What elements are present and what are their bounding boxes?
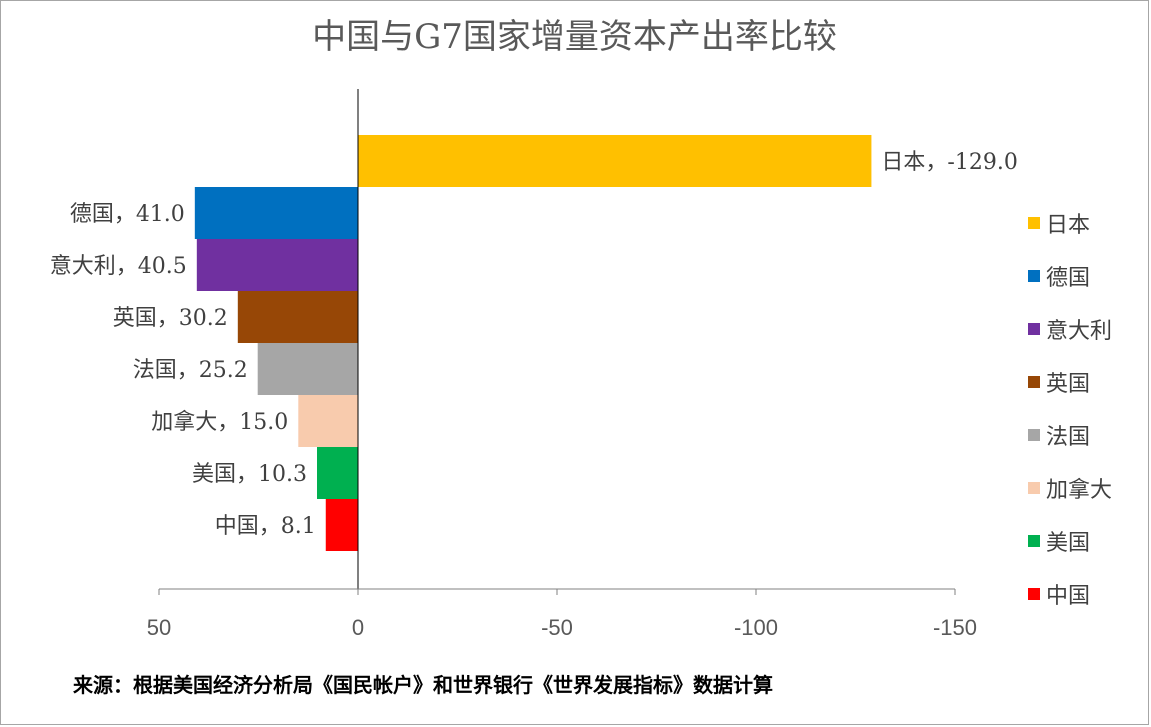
bar-6	[298, 395, 358, 447]
x-tick-label-1: 50	[147, 615, 171, 640]
legend-item-5: 法国	[1028, 408, 1112, 461]
data-label-2: 德国，41.0	[70, 202, 185, 227]
data-label-3: 意大利，40.5	[50, 254, 187, 279]
legend-label-6: 加拿大	[1046, 477, 1113, 503]
data-label-7: 美国，10.3	[192, 462, 307, 487]
x-tick-label-4: -100	[734, 615, 778, 640]
legend-label-1: 日本	[1046, 212, 1091, 238]
bar-2	[194, 187, 358, 239]
data-label-1: 日本，-129.0	[881, 150, 1017, 175]
legend: 日本德国意大利英国法国加拿大美国中国	[1028, 196, 1112, 620]
legend-label-8: 中国	[1046, 583, 1091, 609]
legend-swatch-3	[1028, 322, 1040, 335]
legend-swatch-1	[1028, 216, 1040, 229]
legend-label-3: 意大利	[1046, 318, 1113, 344]
bar-3	[196, 239, 358, 291]
legend-label-7: 美国	[1046, 530, 1091, 556]
bar-7	[317, 447, 358, 499]
x-tick-label-2: 0	[352, 615, 364, 640]
legend-swatch-4	[1028, 375, 1040, 388]
legend-item-3: 意大利	[1028, 302, 1112, 355]
legend-item-4: 英国	[1028, 355, 1112, 408]
data-label-4: 英国，30.2	[113, 306, 228, 331]
x-tick-label-5: -150	[933, 615, 977, 640]
bar-1	[358, 135, 872, 187]
legend-item-7: 美国	[1028, 514, 1112, 567]
bar-5	[257, 343, 358, 395]
data-label-6: 加拿大，15.0	[151, 409, 288, 435]
legend-swatch-8	[1028, 587, 1040, 600]
legend-swatch-7	[1028, 534, 1040, 547]
bar-4	[237, 291, 358, 343]
data-label-8: 中国，8.1	[215, 514, 316, 539]
legend-item-6: 加拿大	[1028, 461, 1112, 514]
legend-item-2: 德国	[1028, 249, 1112, 302]
legend-label-2: 德国	[1046, 265, 1091, 291]
legend-swatch-5	[1028, 428, 1040, 441]
x-tick-label-3: -50	[541, 615, 573, 640]
legend-item-8: 中国	[1028, 567, 1112, 620]
legend-swatch-6	[1028, 481, 1040, 494]
legend-item-1: 日本	[1028, 196, 1112, 249]
legend-label-4: 英国	[1046, 371, 1091, 397]
data-label-5: 法国，25.2	[133, 358, 248, 383]
legend-swatch-2	[1028, 269, 1040, 282]
legend-label-5: 法国	[1046, 424, 1091, 450]
bar-8	[325, 499, 358, 551]
source-note: 来源：根据美国经济分析局《国民帐户》和世界银行《世界发展指标》数据计算	[73, 673, 773, 697]
chart-title: 中国与G7国家增量资本产出率比较	[312, 17, 837, 57]
